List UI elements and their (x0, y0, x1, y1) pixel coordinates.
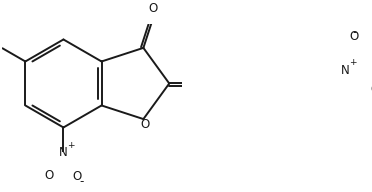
Text: O: O (44, 169, 54, 182)
Text: -: - (353, 26, 357, 39)
Text: O: O (371, 83, 372, 96)
Text: -: - (79, 175, 83, 188)
Text: +: + (349, 58, 356, 67)
Text: N: N (59, 146, 68, 160)
Text: O: O (140, 118, 150, 131)
Text: O: O (73, 170, 82, 183)
Text: O: O (148, 2, 158, 15)
Text: O: O (350, 30, 359, 43)
Text: +: + (67, 141, 75, 150)
Text: N: N (341, 64, 350, 77)
